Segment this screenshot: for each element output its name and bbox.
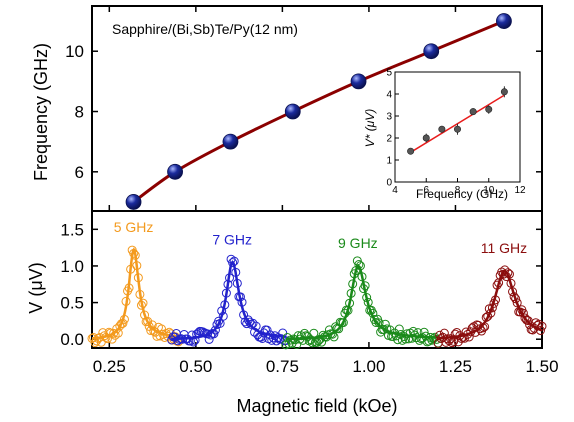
resonance-fit-line <box>92 247 179 340</box>
frequency-data-point <box>496 13 512 29</box>
inset-y-tick-label: 0 <box>386 178 392 189</box>
resonance-data-point <box>520 313 530 323</box>
resonance-data-point <box>112 324 122 334</box>
inset-x-tick-label: 8 <box>455 185 461 196</box>
resonance-data-point <box>338 318 348 328</box>
inset-x-tick-label: 6 <box>423 185 429 196</box>
top-y-axis-label: Frequency (GHz) <box>31 43 51 181</box>
inset-y-axis-label: V* (μV) <box>363 109 377 148</box>
resonance-data-point <box>190 335 200 345</box>
resonance-data-point <box>309 328 319 338</box>
inset-data-point <box>407 147 415 155</box>
resonance-data-point <box>257 333 267 343</box>
bottom-y-tick-label: 1.0 <box>60 257 84 276</box>
resonance-label: 7 GHz <box>212 231 252 247</box>
frequency-data-point <box>284 103 301 120</box>
resonance-data-point <box>380 319 390 329</box>
resonance-label: 9 GHz <box>338 235 378 251</box>
resonance-data-point <box>204 334 214 344</box>
bottom-y-tick-label: 1.5 <box>60 220 84 239</box>
inset-y-tick-label: 2 <box>386 134 392 145</box>
inset-x-tick-label: 4 <box>392 185 398 196</box>
resonance-data-point <box>317 337 327 347</box>
x-tick-label: 1.50 <box>525 357 558 376</box>
resonance-label: 11 GHz <box>481 240 527 256</box>
resonance-data-point <box>228 258 238 268</box>
x-tick-label: 0.75 <box>266 357 299 376</box>
x-axis-label: Magnetic field (kOe) <box>236 396 397 416</box>
resonance-data-point <box>394 324 404 334</box>
sample-annotation: Sapphire/(Bi,Sb)Te/Py(12 nm) <box>112 21 298 37</box>
inset-y-tick-label: 4 <box>386 90 392 101</box>
resonance-data-point <box>246 319 256 329</box>
resonance-data-point <box>447 338 457 348</box>
inset-data-point <box>500 88 508 96</box>
resonance-data-point <box>102 334 112 344</box>
bottom-panel: 0.0 0.5 1.0 1.5 0.25 0.50 0.75 1.00 1.25 1.50 5 GH… <box>60 219 558 376</box>
inset-x-tick-label: 12 <box>514 185 526 196</box>
x-tick-label: 0.50 <box>179 357 212 376</box>
inset-x-tick-label: 10 <box>483 185 495 196</box>
inset-data-point <box>469 108 477 116</box>
inset-data-point <box>438 125 446 133</box>
inset-data-point <box>422 134 430 142</box>
inset-y-tick-label: 3 <box>386 112 392 123</box>
resonance-data-point <box>276 334 286 344</box>
bottom-panel-frame <box>91 210 543 349</box>
inset-data-point <box>453 125 461 133</box>
x-tick-label: 1.00 <box>352 357 385 376</box>
resonance-fit-line <box>285 263 439 341</box>
x-tick-label: 0.25 <box>93 357 126 376</box>
inset-x-axis-label: Frequency (GHz) <box>416 187 508 201</box>
resonance-fit-line <box>438 269 543 340</box>
inset-y-tick-label: 5 <box>386 68 392 79</box>
bottom-y-axis-label: V (μV) <box>26 262 46 313</box>
bottom-y-tick-label: 0.5 <box>60 294 84 313</box>
frequency-data-point <box>350 73 367 90</box>
top-y-tick-label: 8 <box>75 103 84 122</box>
resonance-data-point <box>450 329 460 339</box>
resonance-label: 5 GHz <box>114 219 154 235</box>
resonance-data-point <box>535 325 545 335</box>
resonance-fit-line <box>171 260 286 341</box>
x-tick-label: 1.25 <box>439 357 472 376</box>
resonance-data-point <box>115 321 125 331</box>
inset-data-point <box>485 105 493 113</box>
frequency-data-point <box>222 133 239 150</box>
resonance-data-point <box>292 339 302 349</box>
frequency-data-point <box>167 163 183 180</box>
frequency-data-point <box>423 43 440 60</box>
resonance-data-point <box>379 324 389 334</box>
resonance-data-point <box>109 328 119 338</box>
frequency-data-point <box>125 194 142 210</box>
top-y-tick-label: 6 <box>75 163 84 182</box>
top-y-tick-label: 10 <box>65 42 84 61</box>
inset-y-tick-label: 1 <box>386 156 392 167</box>
bottom-y-tick-label: 0.0 <box>60 330 84 349</box>
resonance-data-point <box>210 325 220 335</box>
